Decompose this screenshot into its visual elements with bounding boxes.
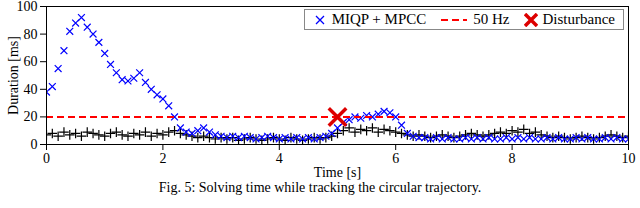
svg-text:80: 80 <box>24 27 38 42</box>
svg-text:100: 100 <box>17 0 38 14</box>
svg-text:4: 4 <box>276 151 283 166</box>
svg-text:0: 0 <box>43 151 50 166</box>
html-text:Fig. 5: Solving time while tra: Fig. 5: Solving time while tracking the … <box>158 180 482 195</box>
svg-text:10: 10 <box>622 151 636 166</box>
svg-text:Duration [ms]: Duration [ms] <box>6 36 21 115</box>
svg-text:0: 0 <box>31 137 38 152</box>
svg-text:8: 8 <box>509 151 516 166</box>
svg-text:Time [s]: Time [s] <box>314 165 361 180</box>
svg-text:6: 6 <box>392 151 399 166</box>
html-text:50 Hz: 50 Hz <box>473 11 510 27</box>
svg-text:2: 2 <box>159 151 166 166</box>
html-text:Disturbance: Disturbance <box>542 11 615 27</box>
svg-text:40: 40 <box>24 82 38 97</box>
svg-text:20: 20 <box>24 109 38 124</box>
svg-text:60: 60 <box>24 54 38 69</box>
html-text:MIQP + MPCC: MIQP + MPCC <box>331 11 427 27</box>
